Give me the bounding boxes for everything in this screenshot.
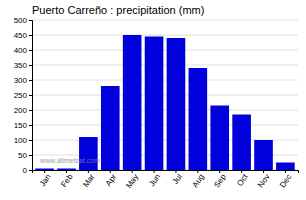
- y-tick-mark: [29, 95, 32, 96]
- y-tick-mark: [29, 140, 32, 141]
- y-tick: 250: [14, 91, 32, 100]
- y-tick-mark: [29, 125, 32, 126]
- y-tick-label: 250: [14, 91, 28, 100]
- y-tick-label: 500: [14, 16, 28, 25]
- x-tick: Jan: [38, 170, 53, 188]
- y-tick-label: 50: [18, 151, 27, 160]
- bar: [167, 38, 186, 170]
- y-tick-label: 350: [14, 61, 28, 70]
- grid: [32, 20, 298, 170]
- bar: [210, 106, 229, 171]
- x-tick: Dec: [278, 170, 294, 189]
- x-tick-label: Feb: [59, 172, 75, 189]
- x-tick-label: Jul: [171, 172, 184, 186]
- y-tick-label: 150: [14, 121, 28, 130]
- y-tick: 100: [14, 136, 32, 145]
- x-tick: Jun: [147, 170, 162, 188]
- y-tick: 500: [14, 16, 32, 25]
- bar: [189, 68, 208, 170]
- y-axis: 0 50 100 150 200 250 300 350 400 450 500: [14, 16, 33, 175]
- y-tick: 450: [14, 31, 32, 40]
- x-tick: Mar: [81, 170, 96, 189]
- x-tick-label: Oct: [235, 172, 250, 188]
- x-tick: Aug: [190, 170, 206, 189]
- y-tick-mark: [29, 80, 32, 81]
- y-tick: 200: [14, 106, 32, 115]
- x-axis-line: [33, 171, 299, 174]
- grid-line: [32, 80, 298, 81]
- x-tick-label: Nov: [256, 172, 272, 189]
- bars: [35, 35, 294, 170]
- watermark: www.allmetsat.com: [39, 157, 100, 164]
- y-tick-label: 400: [14, 46, 28, 55]
- x-tick-label: Sep: [212, 172, 228, 189]
- y-tick: 0: [23, 166, 32, 175]
- grid-line: [32, 35, 298, 36]
- bar: [276, 163, 295, 171]
- x-tick-label: Dec: [278, 172, 294, 189]
- y-tick-mark: [29, 20, 32, 21]
- bar: [145, 37, 164, 171]
- x-tick-label: Apr: [104, 172, 119, 188]
- y-tick: 50: [18, 151, 32, 160]
- y-tick-label: 200: [14, 106, 28, 115]
- title: Puerto Carreño : precipitation (mm): [32, 4, 204, 16]
- bar: [254, 140, 273, 170]
- x-tick: Nov: [256, 170, 272, 189]
- y-axis-line: [29, 21, 33, 171]
- bar: [123, 35, 142, 170]
- y-tick-label: 450: [14, 31, 28, 40]
- grid-line: [32, 110, 298, 111]
- x-tick-label: Jun: [147, 172, 162, 188]
- x-tick-label: Aug: [190, 172, 206, 189]
- y-tick-mark: [29, 50, 32, 51]
- chart: 0 50 100 150 200 250 300 350 400 450 500 Jan Feb Mar A…: [0, 0, 306, 200]
- x-tick: Sep: [212, 170, 228, 189]
- y-tick-label: 100: [14, 136, 28, 145]
- grid-line: [32, 20, 298, 21]
- grid-line: [32, 95, 298, 96]
- y-tick-mark: [29, 170, 32, 171]
- x-tick: Feb: [59, 170, 75, 189]
- x-tick-label: Jan: [38, 172, 53, 188]
- grid-line: [32, 65, 298, 66]
- y-tick-label: 0: [23, 166, 28, 175]
- y-tick-label: 300: [14, 76, 28, 85]
- y-tick: 400: [14, 46, 32, 55]
- y-tick-mark: [29, 110, 32, 111]
- bar: [232, 115, 251, 171]
- y-tick: 150: [14, 121, 32, 130]
- x-tick: May: [124, 170, 140, 190]
- y-tick-mark: [29, 155, 32, 156]
- y-tick: 300: [14, 76, 32, 85]
- grid-line: [32, 50, 298, 51]
- bar: [35, 169, 54, 171]
- grid-line: [32, 125, 298, 126]
- y-tick-mark: [29, 35, 32, 36]
- y-tick-mark: [29, 65, 32, 66]
- x-tick: Apr: [104, 170, 119, 188]
- bar: [79, 137, 98, 170]
- y-tick: 350: [14, 61, 32, 70]
- x-tick: Oct: [235, 170, 250, 188]
- x-tick-label: May: [124, 172, 140, 190]
- x-tick: Jul: [171, 170, 184, 186]
- bar: [57, 169, 76, 171]
- x-tick-label: Mar: [81, 172, 96, 189]
- x-axis: Jan Feb Mar Apr May Jun Jul Aug Sep Oct Nov Dec: [33, 170, 299, 190]
- bar: [101, 86, 120, 170]
